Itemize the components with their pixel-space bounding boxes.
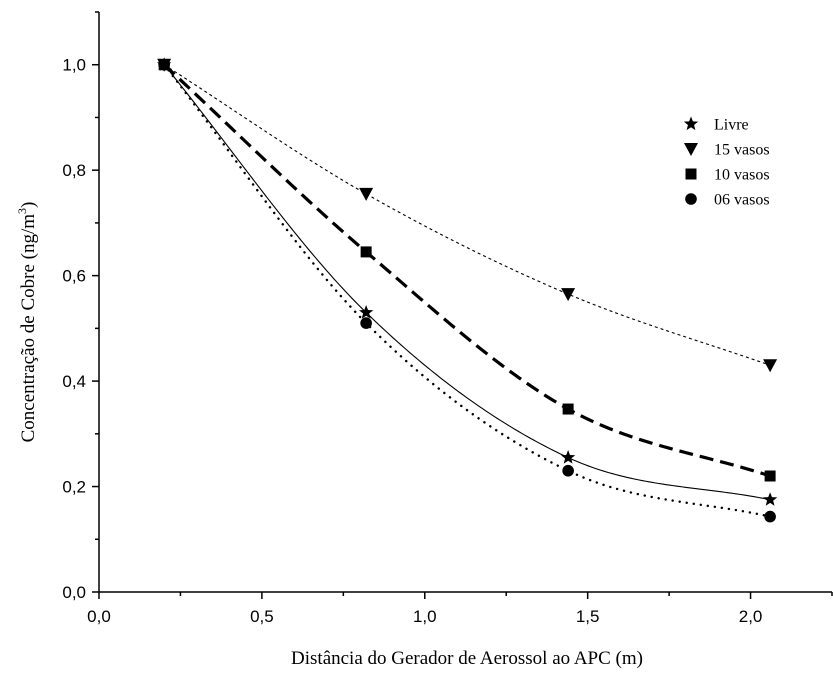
data-point-15-vasos (763, 359, 778, 373)
series-line-15-vasos (163, 64, 771, 366)
legend-marker-06-vasos (685, 193, 697, 205)
y-tick-label: 1,0 (62, 56, 86, 75)
data-point-06-vasos (764, 510, 776, 523)
series-line-10-vasos (163, 63, 771, 478)
axes: 0,0 0,5 1,0 1,5 2,0 0,0 0,2 0,4 0,6 0,8 1,0 (62, 11, 833, 626)
y-tick-label: 0,0 (62, 583, 86, 602)
legend-label-15-vasos: 15 vasos (714, 142, 770, 159)
x-tick-label: 1,5 (576, 607, 600, 626)
data-point-10-vasos (562, 403, 574, 415)
data-point-06-vasos (562, 464, 574, 477)
series-line-06-vasos (162, 63, 772, 518)
data-point-livre (359, 305, 374, 319)
legend-marker-10-vasos (685, 168, 697, 180)
series-line-livre (163, 64, 771, 501)
x-axis-label: Distância do Gerador de Aerossol ao APC … (291, 648, 643, 669)
data-point-15-vasos (359, 187, 374, 201)
x-tick-label: 2,0 (739, 607, 763, 626)
legend-label-livre: Livre (714, 117, 749, 134)
legend: Livre 15 vasos 10 vasos 06 vasos (683, 116, 770, 209)
fitted-curves (162, 63, 772, 518)
y-tick-label: 0,6 (62, 267, 86, 286)
legend-marker-livre (683, 116, 699, 131)
data-point-15-vasos (561, 288, 576, 302)
data-point-livre (762, 492, 778, 506)
legend-label-10-vasos: 10 vasos (714, 167, 770, 184)
y-tick-label: 0,4 (62, 372, 86, 391)
data-point-10-vasos (360, 246, 372, 258)
x-tick-label: 0,5 (250, 607, 274, 626)
data-point-livre (560, 450, 576, 464)
x-tick-label: 0,0 (87, 607, 111, 626)
y-tick-label: 0,8 (62, 161, 86, 180)
legend-label-06-vasos: 06 vasos (714, 192, 770, 209)
data-point-06-vasos (158, 58, 170, 71)
y-tick-label: 0,2 (62, 478, 86, 497)
data-point-10-vasos (764, 470, 776, 482)
data-point-06-vasos (360, 317, 372, 329)
y-axis-label: Concentração de Cobre (ng/m3) (15, 202, 39, 443)
legend-marker-15-vasos (684, 143, 698, 156)
data-points (157, 57, 778, 523)
x-tick-label: 1,0 (413, 607, 437, 626)
